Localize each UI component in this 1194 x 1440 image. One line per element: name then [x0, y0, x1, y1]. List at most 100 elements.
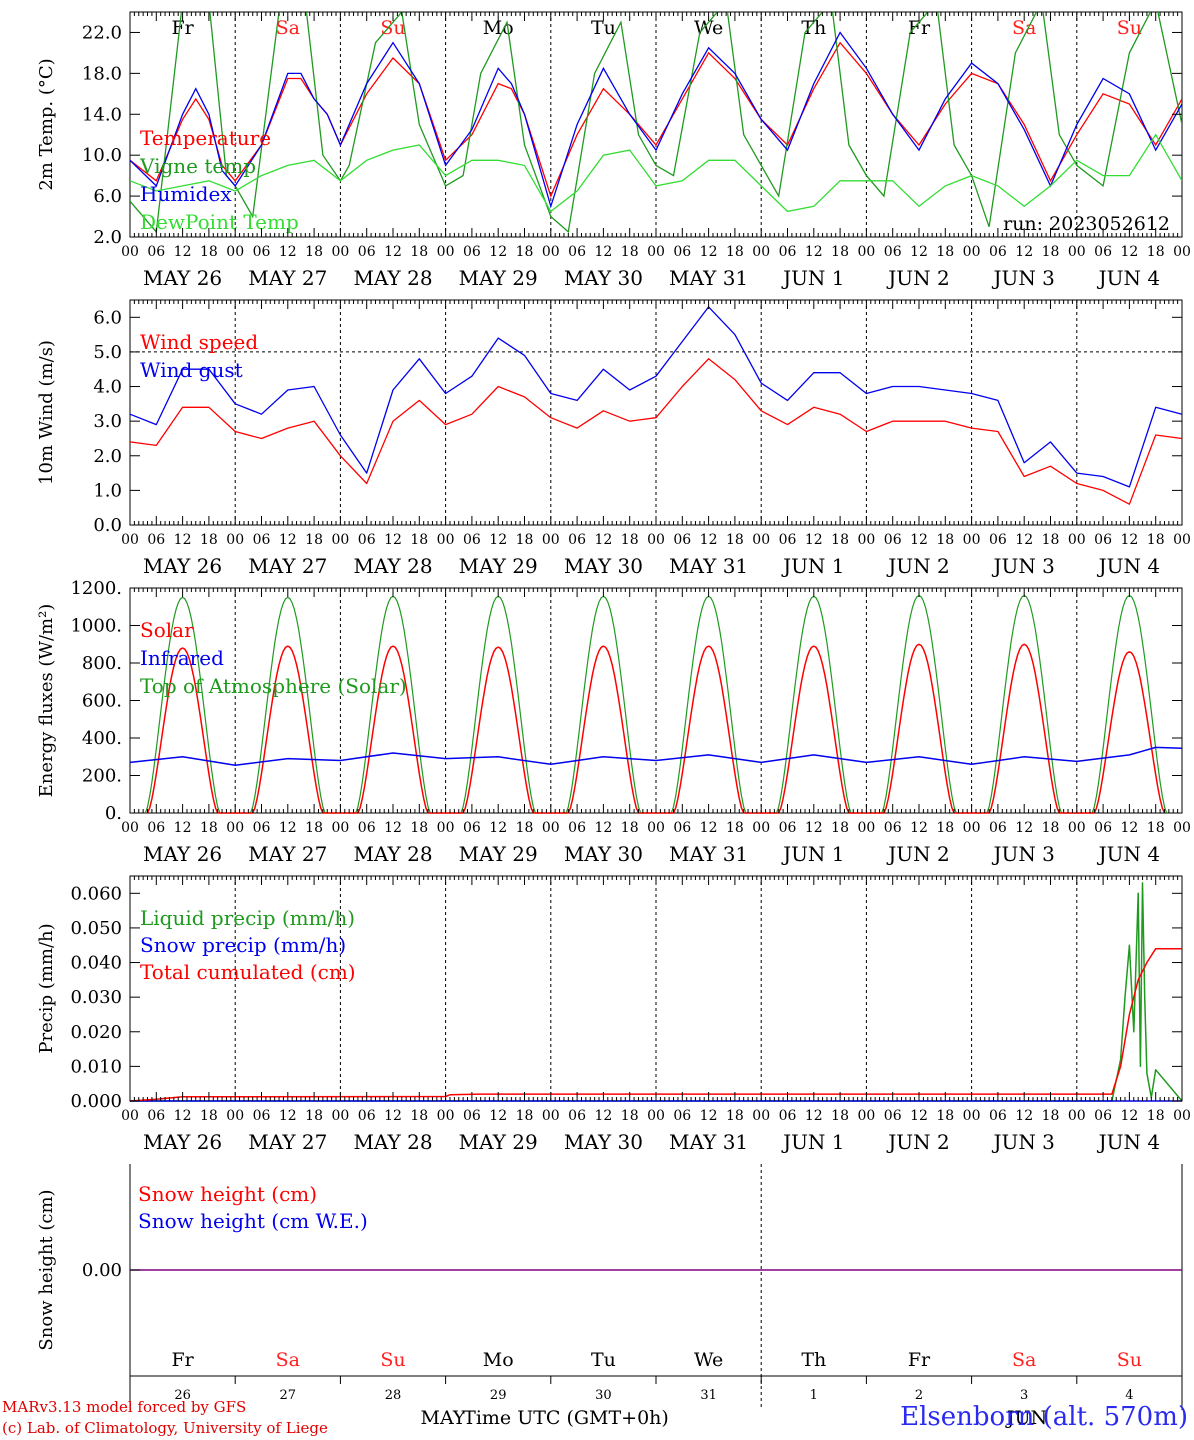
hour-label: 18: [1042, 1108, 1060, 1124]
hour-label: 12: [279, 1108, 297, 1124]
y-tick-label: 600.: [82, 691, 122, 712]
hour-label: 12: [594, 244, 612, 260]
hour-label: 12: [279, 820, 297, 836]
date-label: MAY 27: [248, 842, 327, 866]
hour-label: 18: [1147, 532, 1165, 548]
y-tick-label: 0.: [105, 803, 122, 824]
hour-label: 18: [1042, 244, 1060, 260]
date-label: JUN 3: [991, 842, 1054, 866]
hour-label: 00: [542, 244, 560, 260]
hour-label: 06: [673, 532, 691, 548]
hour-label: 06: [884, 1108, 902, 1124]
hour-label: 06: [253, 820, 271, 836]
series-humidex: [130, 31, 1182, 209]
hour-label: 06: [568, 1108, 586, 1124]
date-label: JUN 2: [886, 842, 949, 866]
hour-label: 00: [331, 820, 349, 836]
weekday-label: Th: [801, 17, 826, 39]
hour-label: 18: [200, 1108, 218, 1124]
model-credit: MARv3.13 model forced by GFS: [2, 1398, 247, 1416]
hour-label: 18: [516, 1108, 534, 1124]
date-label: MAY 28: [353, 1130, 432, 1154]
date-label: MAY 31: [669, 554, 748, 578]
date-label: MAY 30: [564, 554, 643, 578]
y-tick-label: 400.: [82, 728, 122, 749]
time-axis-3: 00 06 12 18 00 06 12 18 00 06 12 18 00 06 12 18 00 06 12 18…: [121, 876, 1191, 1154]
hour-label: 00: [963, 1108, 981, 1124]
lab-credit: (c) Lab. of Climatology, University of L…: [2, 1419, 328, 1437]
hour-label: 12: [910, 532, 928, 548]
hour-label: 12: [594, 820, 612, 836]
run-label: run: 2023052612: [1003, 213, 1170, 235]
legend-humidex: Humidex: [140, 182, 232, 206]
y-axis-2: 0. 200. 400. 600. 800. 1000. 1200. Energy fluxe…: [36, 578, 1182, 824]
date-label: JUN 3: [991, 554, 1054, 578]
hour-label: 00: [963, 820, 981, 836]
hour-label: 06: [147, 244, 165, 260]
hour-label: 12: [489, 820, 507, 836]
hour-label: 18: [200, 820, 218, 836]
day-number: 28: [385, 1388, 402, 1403]
hour-label: 12: [384, 820, 402, 836]
hour-label: 18: [621, 244, 639, 260]
hour-label: 12: [174, 532, 192, 548]
weekday-label: Sa: [276, 1349, 300, 1371]
hour-label: 06: [568, 820, 586, 836]
hour-label: 12: [700, 244, 718, 260]
x-axis-label: Time UTC (GMT+0h): [463, 1407, 669, 1429]
hour-label: 12: [1120, 820, 1138, 836]
hour-label: 18: [726, 532, 744, 548]
hour-label: 00: [647, 1108, 665, 1124]
hour-label: 12: [805, 244, 823, 260]
hour-label: 06: [463, 820, 481, 836]
y-tick-label: 1200.: [70, 578, 122, 599]
y-tick-label: 14.0: [82, 104, 122, 125]
date-label: JUN 2: [886, 554, 949, 578]
y-tick-label: 0.010: [70, 1056, 122, 1077]
hour-label: 18: [1147, 1108, 1165, 1124]
legend-wind-gust: Wind gust: [140, 358, 243, 382]
hour-label: 18: [726, 244, 744, 260]
hour-label: 12: [910, 1108, 928, 1124]
hour-label: 18: [831, 820, 849, 836]
weekday-label: Tu: [591, 1349, 616, 1371]
hour-label: 00: [1068, 244, 1086, 260]
hour-label: 18: [726, 1108, 744, 1124]
date-label: MAY 29: [459, 266, 538, 290]
date-label: MAY 27: [248, 554, 327, 578]
day-number: 29: [490, 1388, 507, 1403]
hour-label: 00: [1068, 1108, 1086, 1124]
hour-label: 06: [463, 1108, 481, 1124]
station-label: Elsenborn (alt. 570m): [900, 1402, 1188, 1432]
y-tick-label: 0.040: [70, 953, 122, 974]
weekday-label: Sa: [1012, 17, 1036, 39]
date-label: JUN 1: [781, 842, 844, 866]
hour-label: 00: [1173, 532, 1191, 548]
hour-label: 06: [779, 532, 797, 548]
legend-temperature: Temperature: [140, 126, 271, 150]
date-label: JUN 1: [781, 1130, 844, 1154]
hour-label: 12: [384, 1108, 402, 1124]
hour-label: 06: [358, 532, 376, 548]
date-label: MAY 29: [459, 842, 538, 866]
date-label: MAY 28: [353, 554, 432, 578]
hour-label: 06: [358, 820, 376, 836]
series-wind-gust: [129, 306, 1183, 488]
hour-label: 00: [542, 532, 560, 548]
month-label: MAY: [421, 1407, 466, 1429]
hour-label: 06: [673, 1108, 691, 1124]
hour-label: 12: [384, 244, 402, 260]
hour-label: 06: [147, 1108, 165, 1124]
hour-label: 00: [226, 244, 244, 260]
hour-label: 18: [305, 1108, 323, 1124]
hour-label: 06: [568, 532, 586, 548]
panel-frame-1: [129, 299, 1183, 526]
hour-label: 06: [989, 820, 1007, 836]
y-tick-label: 0.050: [70, 918, 122, 939]
legend-vigne-temp: Vigne temp: [139, 154, 256, 178]
hour-label: 00: [542, 820, 560, 836]
weekday-label: Fr: [171, 1349, 194, 1371]
weekday-label: Su: [1117, 17, 1142, 39]
hour-label: 18: [831, 532, 849, 548]
hour-label: 06: [989, 244, 1007, 260]
